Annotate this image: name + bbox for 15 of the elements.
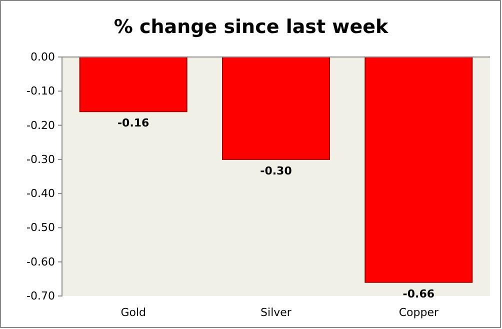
y-tick-label: -0.20: [26, 118, 55, 132]
data-label: -0.16: [117, 116, 150, 130]
data-label: -0.30: [260, 164, 292, 178]
y-tick-label: -0.10: [26, 84, 55, 98]
y-tick-label: -0.40: [26, 187, 55, 200]
data-label: -0.66: [402, 287, 435, 300]
chart-title: % change since last week: [114, 16, 389, 38]
y-tick-label: 0.00: [30, 50, 55, 64]
y-tick-label: -0.30: [26, 152, 55, 166]
x-tick-label: Silver: [260, 306, 292, 319]
y-tick-label: -0.70: [26, 290, 55, 303]
x-tick-label: Gold: [120, 306, 146, 319]
x-tick-label: Copper: [398, 306, 439, 319]
y-tick-label: -0.50: [26, 221, 55, 234]
y-tick-label: -0.60: [26, 255, 55, 268]
